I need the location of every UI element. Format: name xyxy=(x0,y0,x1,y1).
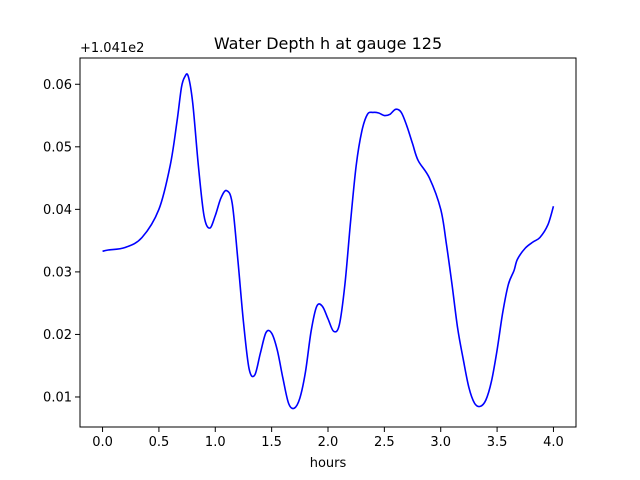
y-axis-ticks: 0.01 0.02 0.03 0.04 0.05 0.06 xyxy=(43,78,80,405)
y-tick-label: 0.03 xyxy=(43,265,72,280)
x-tick-label: 2.5 xyxy=(374,435,395,450)
x-axis-label: hours xyxy=(310,456,347,471)
x-tick-label: 1.0 xyxy=(205,435,226,450)
plot-line-layer xyxy=(102,73,555,410)
y-tick-label: 0.04 xyxy=(43,203,72,218)
x-tick-label: 1.5 xyxy=(261,435,282,450)
chart-title: Water Depth h at gauge 125 xyxy=(214,34,442,53)
y-tick-label: 0.01 xyxy=(43,390,72,405)
x-tick-label: 4.0 xyxy=(543,435,564,450)
x-tick-label: 2.0 xyxy=(318,435,339,450)
x-tick-label: 0.0 xyxy=(92,435,113,450)
x-tick-label: 0.5 xyxy=(149,435,170,450)
y-tick-label: 0.06 xyxy=(43,78,72,93)
series-line-0 xyxy=(102,73,555,410)
x-axis-ticks: 0.0 0.5 1.0 1.5 2.0 2.5 3.0 3.5 4.0 xyxy=(92,427,564,450)
x-tick-label: 3.5 xyxy=(487,435,508,450)
x-tick-label: 3.0 xyxy=(430,435,451,450)
y-axis-offset-label: +1.041e2 xyxy=(80,41,144,56)
y-tick-label: 0.02 xyxy=(43,328,72,343)
y-tick-label: 0.05 xyxy=(43,140,72,155)
